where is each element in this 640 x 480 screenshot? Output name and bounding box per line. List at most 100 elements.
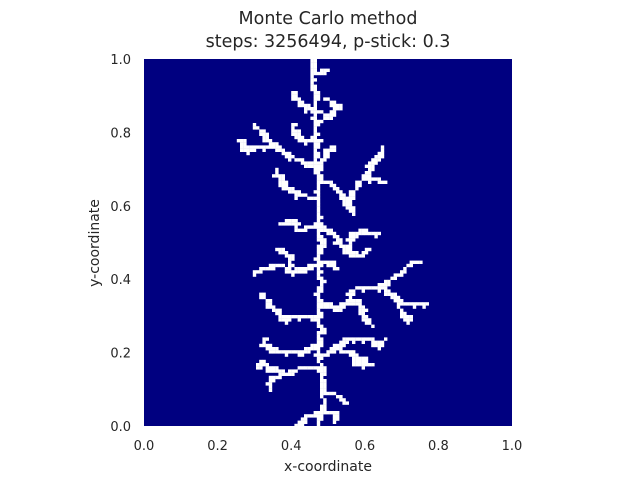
cluster-pixel bbox=[310, 81, 314, 85]
chart-subtitle: steps: 3256494, p-stick: 0.3 bbox=[206, 32, 451, 52]
cluster-pixel bbox=[348, 247, 353, 252]
cluster-pixel bbox=[320, 222, 324, 226]
cluster-pixel bbox=[361, 308, 365, 312]
cluster-pixel bbox=[380, 148, 385, 152]
cluster-pixel bbox=[316, 97, 321, 101]
cluster-pixel bbox=[316, 353, 321, 357]
cluster-pixel bbox=[323, 404, 327, 408]
cluster-pixel bbox=[281, 350, 285, 354]
cluster-pixel bbox=[368, 164, 372, 168]
cluster-pixel bbox=[355, 251, 359, 255]
cluster-pixel bbox=[339, 196, 343, 200]
cluster-pixel bbox=[320, 411, 324, 415]
cluster-pixel bbox=[345, 302, 349, 306]
cluster-pixel bbox=[339, 308, 343, 312]
cluster-pixel bbox=[371, 324, 375, 328]
cluster-pixel bbox=[326, 263, 330, 268]
cluster-pixel bbox=[320, 158, 324, 162]
cluster-pixel bbox=[316, 356, 321, 360]
cluster-pixel bbox=[368, 318, 372, 322]
cluster-pixel bbox=[316, 260, 321, 264]
cluster-pixel bbox=[304, 414, 308, 418]
cluster-pixel bbox=[310, 267, 314, 271]
cluster-pixel bbox=[368, 174, 372, 178]
cluster-pixel bbox=[284, 219, 289, 223]
cluster-pixel bbox=[275, 350, 279, 354]
cluster-pixel bbox=[297, 158, 301, 162]
cluster-pixel bbox=[355, 180, 359, 184]
cluster-pixel bbox=[371, 231, 375, 236]
cluster-pixel bbox=[313, 59, 317, 63]
cluster-pixel bbox=[409, 315, 413, 319]
cluster-pixel bbox=[329, 100, 333, 104]
cluster-pixel bbox=[364, 356, 369, 360]
cluster-pixel bbox=[316, 286, 321, 290]
cluster-pixel bbox=[291, 222, 295, 226]
cluster-pixel bbox=[352, 251, 356, 255]
cluster-pixel bbox=[294, 97, 298, 101]
cluster-pixel bbox=[358, 180, 362, 184]
cluster-pixel bbox=[256, 363, 260, 367]
cluster-pixel bbox=[284, 321, 289, 325]
x-tick-label: 0.4 bbox=[281, 439, 302, 454]
cluster-pixel bbox=[313, 263, 317, 268]
cluster-pixel bbox=[345, 244, 349, 248]
cluster-pixel bbox=[316, 119, 321, 124]
cluster-pixel bbox=[297, 228, 301, 232]
cluster-pixel bbox=[313, 196, 317, 200]
cluster-pixel bbox=[387, 292, 391, 296]
y-tick-label: 1.0 bbox=[110, 53, 131, 68]
cluster-pixel bbox=[320, 286, 324, 290]
cluster-pixel bbox=[316, 315, 321, 319]
cluster-pixel bbox=[294, 196, 298, 200]
cluster-pixel bbox=[387, 289, 391, 293]
cluster-pixel bbox=[300, 423, 305, 426]
cluster-pixel bbox=[307, 350, 311, 354]
cluster-pixel bbox=[390, 276, 394, 280]
cluster-pixel bbox=[288, 267, 292, 271]
cluster-pixel bbox=[345, 196, 349, 200]
cluster-pixel bbox=[259, 129, 263, 133]
cluster-pixel bbox=[275, 145, 279, 149]
cluster-pixel bbox=[316, 231, 321, 236]
x-tick-label: 1.0 bbox=[502, 439, 523, 454]
cluster-pixel bbox=[396, 305, 401, 309]
cluster-pixel bbox=[294, 228, 298, 232]
cluster-pixel bbox=[358, 302, 362, 306]
cluster-pixel bbox=[342, 305, 346, 309]
cluster-pixel bbox=[310, 315, 314, 319]
cluster-pixel bbox=[281, 183, 285, 188]
cluster-pixel bbox=[355, 356, 359, 360]
cluster-pixel bbox=[329, 183, 333, 188]
cluster-pixel bbox=[275, 366, 279, 370]
cluster-pixel bbox=[320, 385, 324, 389]
cluster-pixel bbox=[294, 267, 298, 271]
x-axis-label: x-coordinate bbox=[284, 459, 372, 475]
cluster-pixel bbox=[358, 359, 362, 364]
cluster-pixel bbox=[361, 363, 365, 367]
cluster-pixel bbox=[281, 369, 285, 373]
cluster-pixel bbox=[272, 142, 276, 146]
cluster-pixel bbox=[307, 139, 311, 143]
cluster-pixel bbox=[275, 263, 279, 268]
cluster-pixel bbox=[256, 366, 260, 370]
cluster-pixel bbox=[345, 292, 349, 296]
cluster-pixel bbox=[368, 177, 372, 181]
cluster-pixel bbox=[387, 279, 391, 284]
cluster-pixel bbox=[278, 177, 282, 181]
cluster-pixel bbox=[297, 97, 301, 101]
cluster-pixel bbox=[355, 302, 359, 306]
cluster-pixel bbox=[294, 158, 298, 162]
cluster-pixel bbox=[348, 231, 353, 236]
cluster-pixel bbox=[320, 247, 324, 252]
cluster-pixel bbox=[313, 100, 317, 104]
cluster-pixel bbox=[307, 107, 311, 111]
cluster-pixel bbox=[278, 148, 282, 152]
cluster-pixel bbox=[358, 228, 362, 232]
cluster-pixel bbox=[236, 139, 241, 143]
cluster-pixel bbox=[252, 270, 257, 274]
cluster-pixel bbox=[240, 139, 244, 143]
cluster-pixel bbox=[332, 411, 337, 415]
cluster-pixel bbox=[288, 190, 292, 194]
cluster-pixel bbox=[377, 158, 381, 162]
